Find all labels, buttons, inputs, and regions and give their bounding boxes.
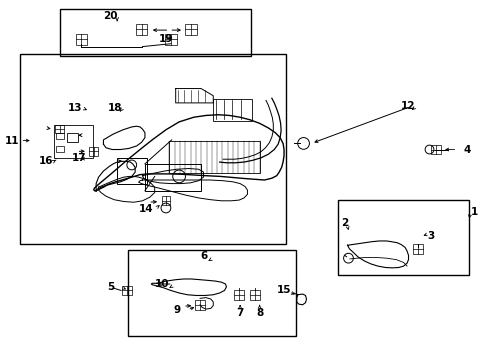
Bar <box>60 9 251 56</box>
Text: 17: 17 <box>72 153 86 163</box>
Text: 19: 19 <box>159 35 173 44</box>
Bar <box>128 250 296 336</box>
Text: 20: 20 <box>103 11 118 21</box>
Bar <box>432 145 441 154</box>
Bar <box>234 290 244 300</box>
Bar <box>136 23 147 35</box>
Text: 4: 4 <box>464 144 471 154</box>
Text: 8: 8 <box>256 308 263 318</box>
Text: 7: 7 <box>237 308 244 318</box>
Bar <box>55 133 64 139</box>
Bar <box>165 33 177 45</box>
Bar <box>55 146 64 152</box>
Bar <box>195 300 205 310</box>
Bar <box>55 125 64 134</box>
Text: 15: 15 <box>277 285 291 296</box>
Bar <box>117 158 147 184</box>
Bar <box>21 54 287 244</box>
Bar <box>162 197 171 205</box>
Bar <box>250 290 260 300</box>
Bar <box>89 147 98 156</box>
Text: 14: 14 <box>139 204 154 214</box>
Bar <box>170 140 260 173</box>
Bar <box>75 33 87 45</box>
Text: 6: 6 <box>200 251 207 261</box>
Bar <box>67 133 77 141</box>
Bar <box>145 164 201 191</box>
Text: 10: 10 <box>155 279 169 289</box>
Text: 5: 5 <box>107 282 114 292</box>
Bar <box>338 200 468 275</box>
Bar <box>54 126 93 158</box>
Text: 2: 2 <box>342 218 349 228</box>
Bar <box>122 285 132 295</box>
Text: 13: 13 <box>68 103 82 113</box>
Bar <box>213 99 252 121</box>
Text: 18: 18 <box>108 103 122 113</box>
Text: 3: 3 <box>427 231 434 240</box>
Text: 12: 12 <box>401 102 416 112</box>
Text: 9: 9 <box>173 305 180 315</box>
Bar <box>185 23 197 35</box>
Text: 1: 1 <box>471 207 478 217</box>
Text: 16: 16 <box>39 156 53 166</box>
Text: 11: 11 <box>4 136 19 145</box>
Bar <box>414 244 423 254</box>
